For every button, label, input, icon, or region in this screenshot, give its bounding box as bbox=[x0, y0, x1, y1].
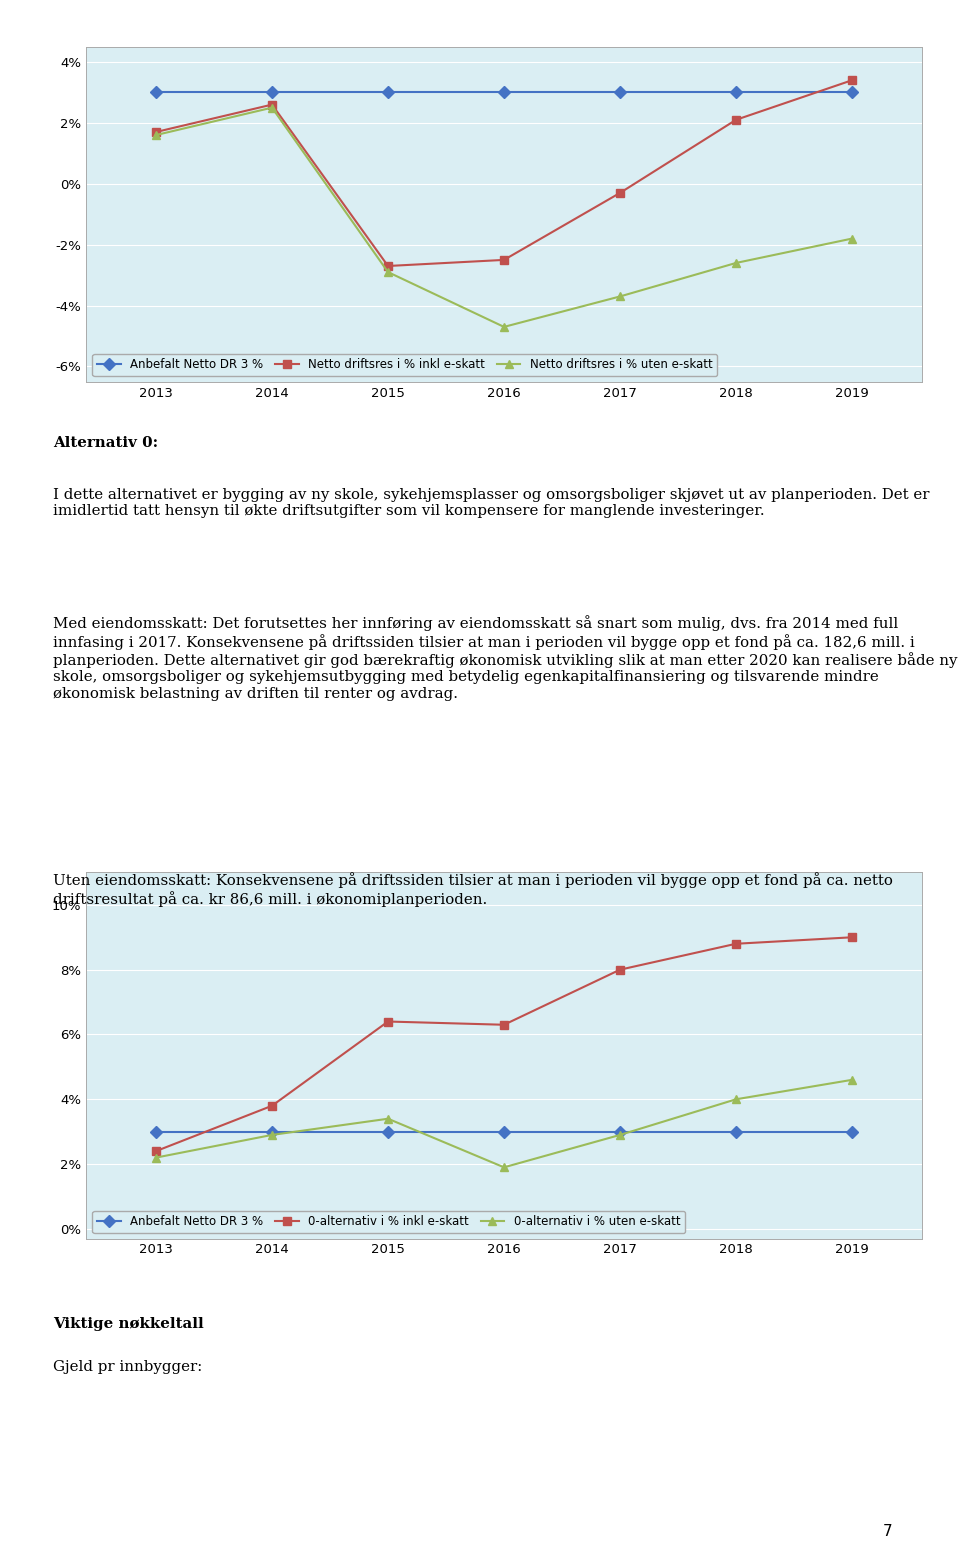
Text: Viktige nøkkeltall: Viktige nøkkeltall bbox=[53, 1317, 204, 1331]
Legend: Anbefalt Netto DR 3 %, 0-alternativ i % inkl e-skatt, 0-alternativ i % uten e-sk: Anbefalt Netto DR 3 %, 0-alternativ i % … bbox=[92, 1211, 685, 1232]
Text: 7: 7 bbox=[883, 1524, 893, 1539]
Legend: Anbefalt Netto DR 3 %, Netto driftsres i % inkl e-skatt, Netto driftsres i % ute: Anbefalt Netto DR 3 %, Netto driftsres i… bbox=[92, 354, 717, 375]
Text: Gjeld pr innbygger:: Gjeld pr innbygger: bbox=[53, 1360, 202, 1374]
Text: Med eiendomsskatt: Det forutsettes her innføring av eiendomsskatt så snart som m: Med eiendomsskatt: Det forutsettes her i… bbox=[53, 615, 957, 701]
Text: Uten eiendomsskatt: Konsekvensene på driftssiden tilsier at man i perioden vil b: Uten eiendomsskatt: Konsekvensene på dri… bbox=[53, 872, 893, 907]
Text: Alternativ 0:: Alternativ 0: bbox=[53, 436, 158, 450]
Text: I dette alternativet er bygging av ny skole, sykehjemsplasser og omsorgsboliger : I dette alternativet er bygging av ny sk… bbox=[53, 488, 929, 517]
